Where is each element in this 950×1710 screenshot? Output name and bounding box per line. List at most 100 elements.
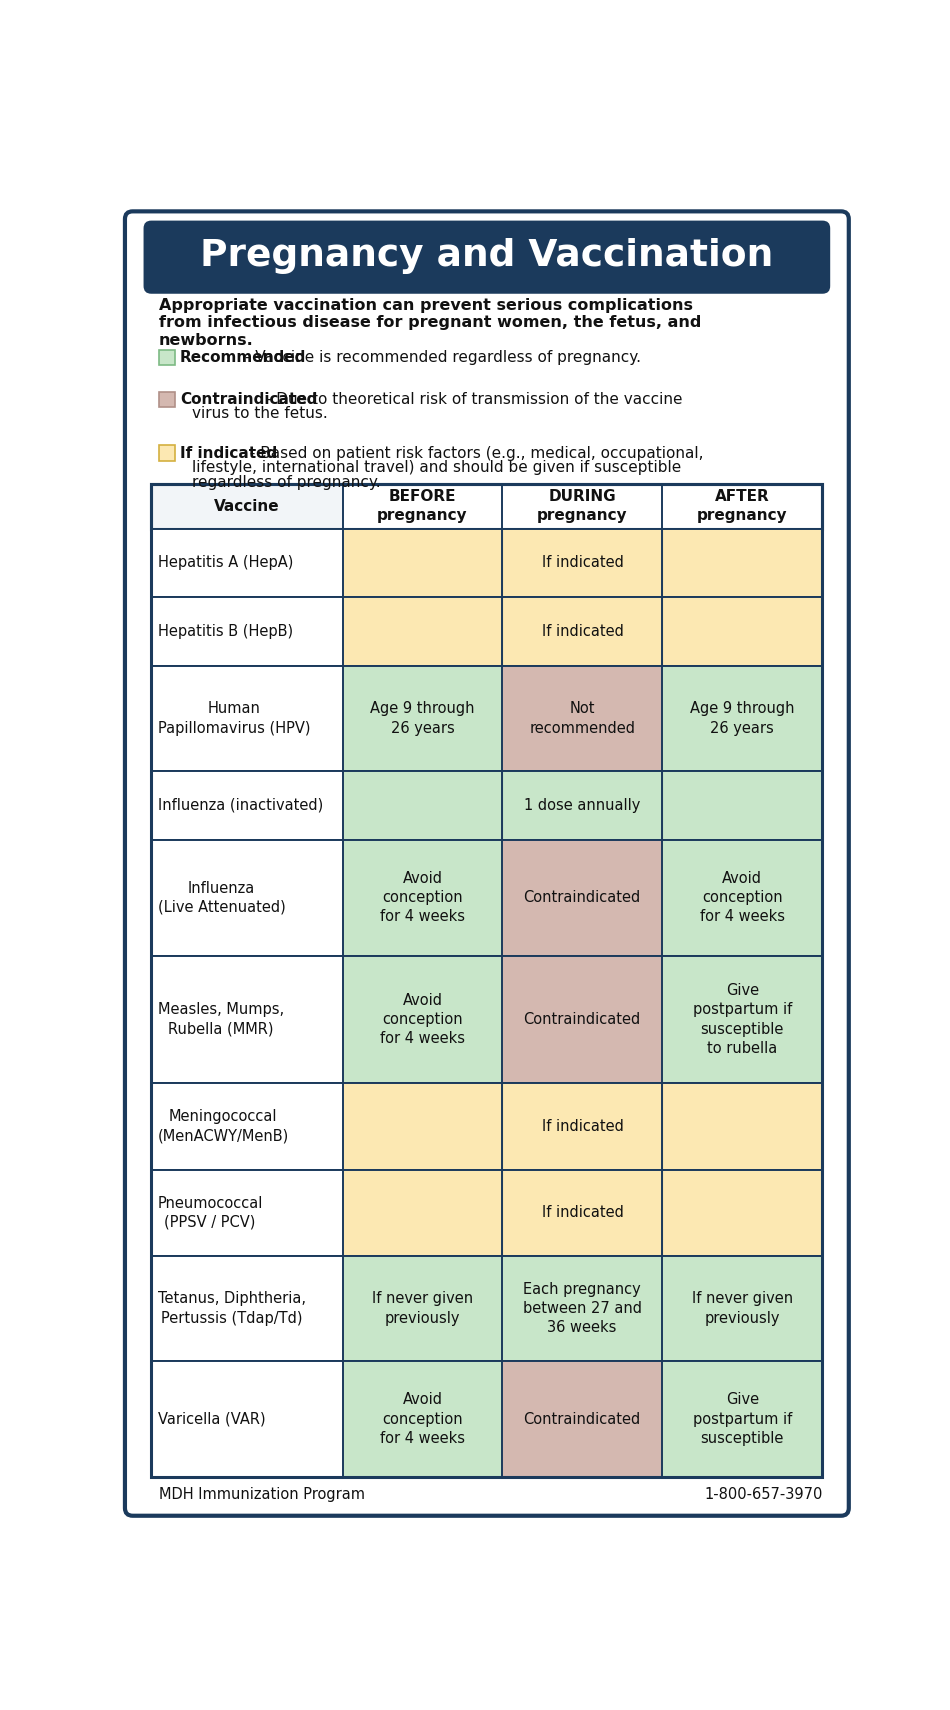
Bar <box>151 528 823 597</box>
Text: If indicated: If indicated <box>542 556 623 571</box>
Bar <box>151 528 343 597</box>
Text: Contraindicated: Contraindicated <box>180 392 317 407</box>
Bar <box>503 956 662 1082</box>
Text: from infectious disease for pregnant women, the fetus, and: from infectious disease for pregnant wom… <box>159 315 701 330</box>
Text: Contraindicated: Contraindicated <box>523 1412 641 1426</box>
Bar <box>662 1361 823 1477</box>
Text: If indicated: If indicated <box>542 1118 623 1134</box>
Bar <box>503 840 662 956</box>
FancyBboxPatch shape <box>143 221 830 294</box>
Text: Human
Papillomavirus (HPV): Human Papillomavirus (HPV) <box>158 701 310 735</box>
Bar <box>343 1361 503 1477</box>
Bar <box>503 1255 662 1361</box>
Bar <box>151 1255 823 1361</box>
Text: If never given
previously: If never given previously <box>692 1291 793 1325</box>
FancyBboxPatch shape <box>125 212 848 1515</box>
Text: Vaccine: Vaccine <box>214 499 279 513</box>
Bar <box>151 840 823 956</box>
Text: DURING
pregnancy: DURING pregnancy <box>537 489 628 523</box>
Bar <box>151 1082 823 1170</box>
Text: Influenza
(Live Attenuated): Influenza (Live Attenuated) <box>158 881 285 915</box>
Text: If indicated: If indicated <box>542 1206 623 1221</box>
Text: 1 dose annually: 1 dose annually <box>524 799 640 812</box>
Text: newborns.: newborns. <box>159 333 254 349</box>
Bar <box>343 528 823 597</box>
Bar <box>503 665 662 771</box>
Bar <box>159 445 175 460</box>
Bar <box>343 1170 823 1255</box>
Text: Give
postpartum if
susceptible: Give postpartum if susceptible <box>693 1392 792 1447</box>
Bar <box>151 1082 343 1170</box>
Text: Meningococcal
(MenACWY/MenB): Meningococcal (MenACWY/MenB) <box>158 1110 289 1144</box>
Bar <box>151 1255 343 1361</box>
Bar <box>343 771 823 840</box>
Text: - Vaccine is recommended regardless of pregnancy.: - Vaccine is recommended regardless of p… <box>239 351 640 366</box>
Bar <box>343 956 503 1082</box>
Bar <box>151 1170 343 1255</box>
Bar <box>151 840 343 956</box>
Text: Each pregnancy
between 27 and
36 weeks: Each pregnancy between 27 and 36 weeks <box>522 1282 641 1336</box>
Bar <box>662 840 823 956</box>
Text: Give
postpartum if
susceptible
to rubella: Give postpartum if susceptible to rubell… <box>693 983 792 1055</box>
Text: Measles, Mumps,
Rubella (MMR): Measles, Mumps, Rubella (MMR) <box>158 1002 284 1036</box>
Bar <box>343 1082 823 1170</box>
Text: Avoid
conception
for 4 weeks: Avoid conception for 4 weeks <box>380 870 465 925</box>
Bar <box>503 1361 662 1477</box>
Text: lifestyle, international travel) and should be given if susceptible: lifestyle, international travel) and sho… <box>192 460 682 475</box>
Text: Age 9 through
26 years: Age 9 through 26 years <box>370 701 475 735</box>
Bar <box>151 956 343 1082</box>
Text: AFTER
pregnancy: AFTER pregnancy <box>697 489 788 523</box>
Text: Hepatitis A (HepA): Hepatitis A (HepA) <box>158 556 293 571</box>
Bar <box>503 484 662 528</box>
Text: Avoid
conception
for 4 weeks: Avoid conception for 4 weeks <box>380 1392 465 1447</box>
Bar <box>151 771 823 840</box>
Text: Not
recommended: Not recommended <box>529 701 636 735</box>
Bar <box>151 1170 823 1255</box>
Bar <box>662 956 823 1082</box>
Bar <box>151 665 343 771</box>
Text: - Based on patient risk factors (e.g., medical, occupational,: - Based on patient risk factors (e.g., m… <box>245 446 704 460</box>
Text: Appropriate vaccination can prevent serious complications: Appropriate vaccination can prevent seri… <box>159 298 693 313</box>
Bar <box>662 484 823 528</box>
Bar <box>151 1361 823 1477</box>
Text: Influenza (inactivated): Influenza (inactivated) <box>158 799 323 812</box>
Text: Age 9 through
26 years: Age 9 through 26 years <box>690 701 794 735</box>
Bar <box>662 1255 823 1361</box>
Text: If never given
previously: If never given previously <box>371 1291 473 1325</box>
Bar <box>151 597 823 665</box>
Text: If indicated: If indicated <box>542 624 623 640</box>
Text: virus to the fetus.: virus to the fetus. <box>192 407 328 421</box>
Text: - Due to theoretical risk of transmission of the vaccine: - Due to theoretical risk of transmissio… <box>261 392 683 407</box>
Bar <box>343 1255 503 1361</box>
Text: Tetanus, Diphtheria,
Pertussis (Tdap/Td): Tetanus, Diphtheria, Pertussis (Tdap/Td) <box>158 1291 306 1325</box>
Bar <box>343 665 503 771</box>
Text: Avoid
conception
for 4 weeks: Avoid conception for 4 weeks <box>380 994 465 1047</box>
Text: Pregnancy and Vaccination: Pregnancy and Vaccination <box>200 238 773 274</box>
Text: Pneumococcal
(PPSV / PCV): Pneumococcal (PPSV / PCV) <box>158 1195 263 1229</box>
Bar <box>343 597 823 665</box>
Text: Hepatitis B (HepB): Hepatitis B (HepB) <box>158 624 293 640</box>
Text: Contraindicated: Contraindicated <box>523 891 641 905</box>
Bar <box>343 840 503 956</box>
Text: regardless of pregnancy.: regardless of pregnancy. <box>192 475 381 489</box>
Bar <box>151 665 823 771</box>
Text: Recommended: Recommended <box>180 351 306 366</box>
Bar <box>151 956 823 1082</box>
Text: Avoid
conception
for 4 weeks: Avoid conception for 4 weeks <box>700 870 785 925</box>
Bar <box>151 484 823 1477</box>
Text: Varicella (VAR): Varicella (VAR) <box>158 1412 265 1426</box>
Bar <box>151 597 343 665</box>
Text: 1-800-657-3970: 1-800-657-3970 <box>704 1486 823 1501</box>
Bar <box>159 392 175 407</box>
Bar <box>151 1361 343 1477</box>
Text: Contraindicated: Contraindicated <box>523 1012 641 1028</box>
Text: If indicated: If indicated <box>180 446 277 460</box>
Bar <box>662 665 823 771</box>
Bar <box>343 484 503 528</box>
Bar <box>159 351 175 366</box>
Bar <box>151 484 343 528</box>
Bar <box>151 771 343 840</box>
Bar <box>151 484 823 528</box>
Text: BEFORE
pregnancy: BEFORE pregnancy <box>377 489 467 523</box>
Text: MDH Immunization Program: MDH Immunization Program <box>159 1486 365 1501</box>
